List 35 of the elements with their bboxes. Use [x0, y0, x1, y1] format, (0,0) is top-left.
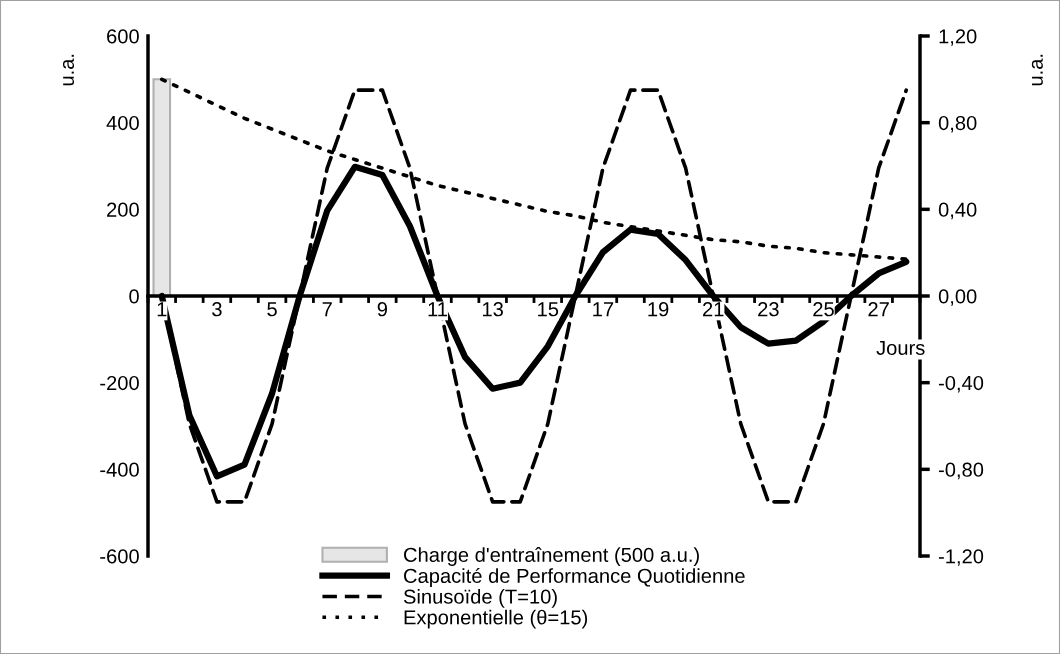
x-tick-label: 25: [813, 302, 834, 317]
x-tick-label: 23: [758, 302, 779, 317]
x-tick-label: 3: [212, 302, 222, 317]
y-tick-label: 600: [107, 29, 139, 44]
y-tick-label: -400: [100, 462, 139, 477]
x-tick-label: 5: [267, 302, 277, 317]
x-tick-label: 19: [648, 302, 669, 317]
x-tick-label: 11: [428, 302, 447, 317]
x-tick-label: 27: [868, 302, 889, 317]
x-tick-label: 1: [157, 302, 167, 317]
y2-axis-title: u.a.: [1031, 54, 1043, 86]
x-tick-label: 17: [593, 302, 614, 317]
legend-label: Charge d'entraînement (500 a.u.): [404, 547, 699, 566]
legend-label: Exponentielle (θ=15): [404, 609, 588, 629]
y2-tick-label: 0,40: [938, 202, 977, 220]
x-tick-label: 21: [703, 302, 724, 317]
x-axis-title: Jours: [876, 340, 925, 355]
y-tick-label: -600: [100, 549, 139, 564]
y-tick-label: 200: [107, 202, 139, 217]
x-tick-label: 13: [482, 302, 503, 317]
y-axis-title: u.a.: [62, 54, 75, 86]
legend-label: Sinusoïde (T=10): [403, 588, 557, 608]
y2-tick-label: -1,20: [938, 549, 984, 566]
x-tick-label: 7: [322, 302, 332, 317]
y2-tick-label: 1,20: [939, 29, 977, 46]
y2-tick-label: -0,80: [938, 462, 984, 480]
x-tick-label: 15: [538, 302, 559, 317]
x-tick-label: 9: [377, 302, 387, 317]
y-tick-label: 0: [129, 289, 139, 304]
y2-tick-label: -0,40: [938, 375, 984, 393]
y-tick-label: 400: [106, 115, 139, 131]
y-tick-label: -200: [100, 375, 139, 391]
legend-label: Capacité de Performance Quotidienne: [404, 567, 745, 587]
y2-tick-label: 0,80: [938, 115, 977, 133]
y2-tick-label: 0,00: [938, 289, 977, 306]
